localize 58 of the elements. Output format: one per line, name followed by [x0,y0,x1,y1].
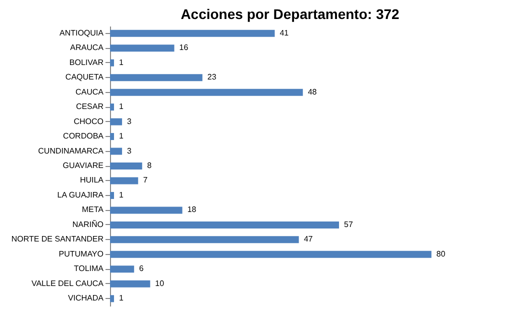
bar [110,148,122,155]
y-tick-label: META [82,205,104,214]
data-label: 6 [139,264,144,274]
bar [110,177,138,184]
data-label: 41 [280,28,290,38]
data-label: 3 [127,146,132,156]
y-tick-label: HUILA [80,176,104,185]
bar [110,280,150,288]
bar [110,266,134,273]
y-tick-label: CAUCA [75,87,104,96]
data-label: 1 [119,294,124,303]
bar [110,59,114,66]
data-label: 1 [119,58,124,67]
data-label: 7 [143,176,148,185]
data-label: 3 [127,116,132,126]
bar [110,192,114,199]
bar [110,221,340,228]
data-label: 16 [179,43,189,52]
bar [110,118,122,126]
y-tick-label: GUAVIARE [62,161,104,170]
y-tick-label: CUNDINAMARCA [38,146,104,156]
bar [110,133,114,140]
data-label: 8 [147,161,152,170]
data-label: 47 [304,234,314,244]
y-tick-label: BOLIVAR [69,58,104,67]
chart-title: Acciones por Departamento: 372 [180,6,400,22]
bar [110,206,182,214]
y-tick-label: LA GUAJIRA [57,190,104,200]
bar [110,250,432,258]
y-tick-label: ANTIOQUIA [59,28,104,38]
y-tick-label: CESAR [76,102,104,112]
bar [110,104,114,111]
bar [110,236,299,244]
y-tick-label: NARIÑO [72,218,104,229]
y-tick-label: VALLE DEL CAUCA [31,278,104,288]
bar [110,88,303,96]
y-tick-label: ARAUCA [70,43,104,52]
data-label: 80 [436,249,446,258]
data-label: 48 [308,87,318,96]
y-tick-label: VICHADA [68,294,104,303]
bar [110,44,174,52]
data-label: 1 [119,190,124,200]
bar [110,295,114,302]
data-label: 1 [119,132,124,141]
y-tick-label: PUTUMAYO [58,249,104,258]
data-label: 23 [207,72,217,82]
y-tick-label: CHOCO [74,116,104,126]
data-label: 18 [187,205,197,214]
y-tick-label: NORTE DE SANTANDER [11,234,104,244]
bar [110,74,202,82]
bar [110,30,275,37]
data-label: 10 [155,278,165,288]
data-label: 57 [344,220,354,229]
y-tick-label: CAQUETA [65,72,104,82]
y-tick-label: TOLIMA [74,264,104,274]
bar [110,162,142,170]
y-tick-label: CORDOBA [63,132,104,141]
data-label: 1 [119,102,124,112]
